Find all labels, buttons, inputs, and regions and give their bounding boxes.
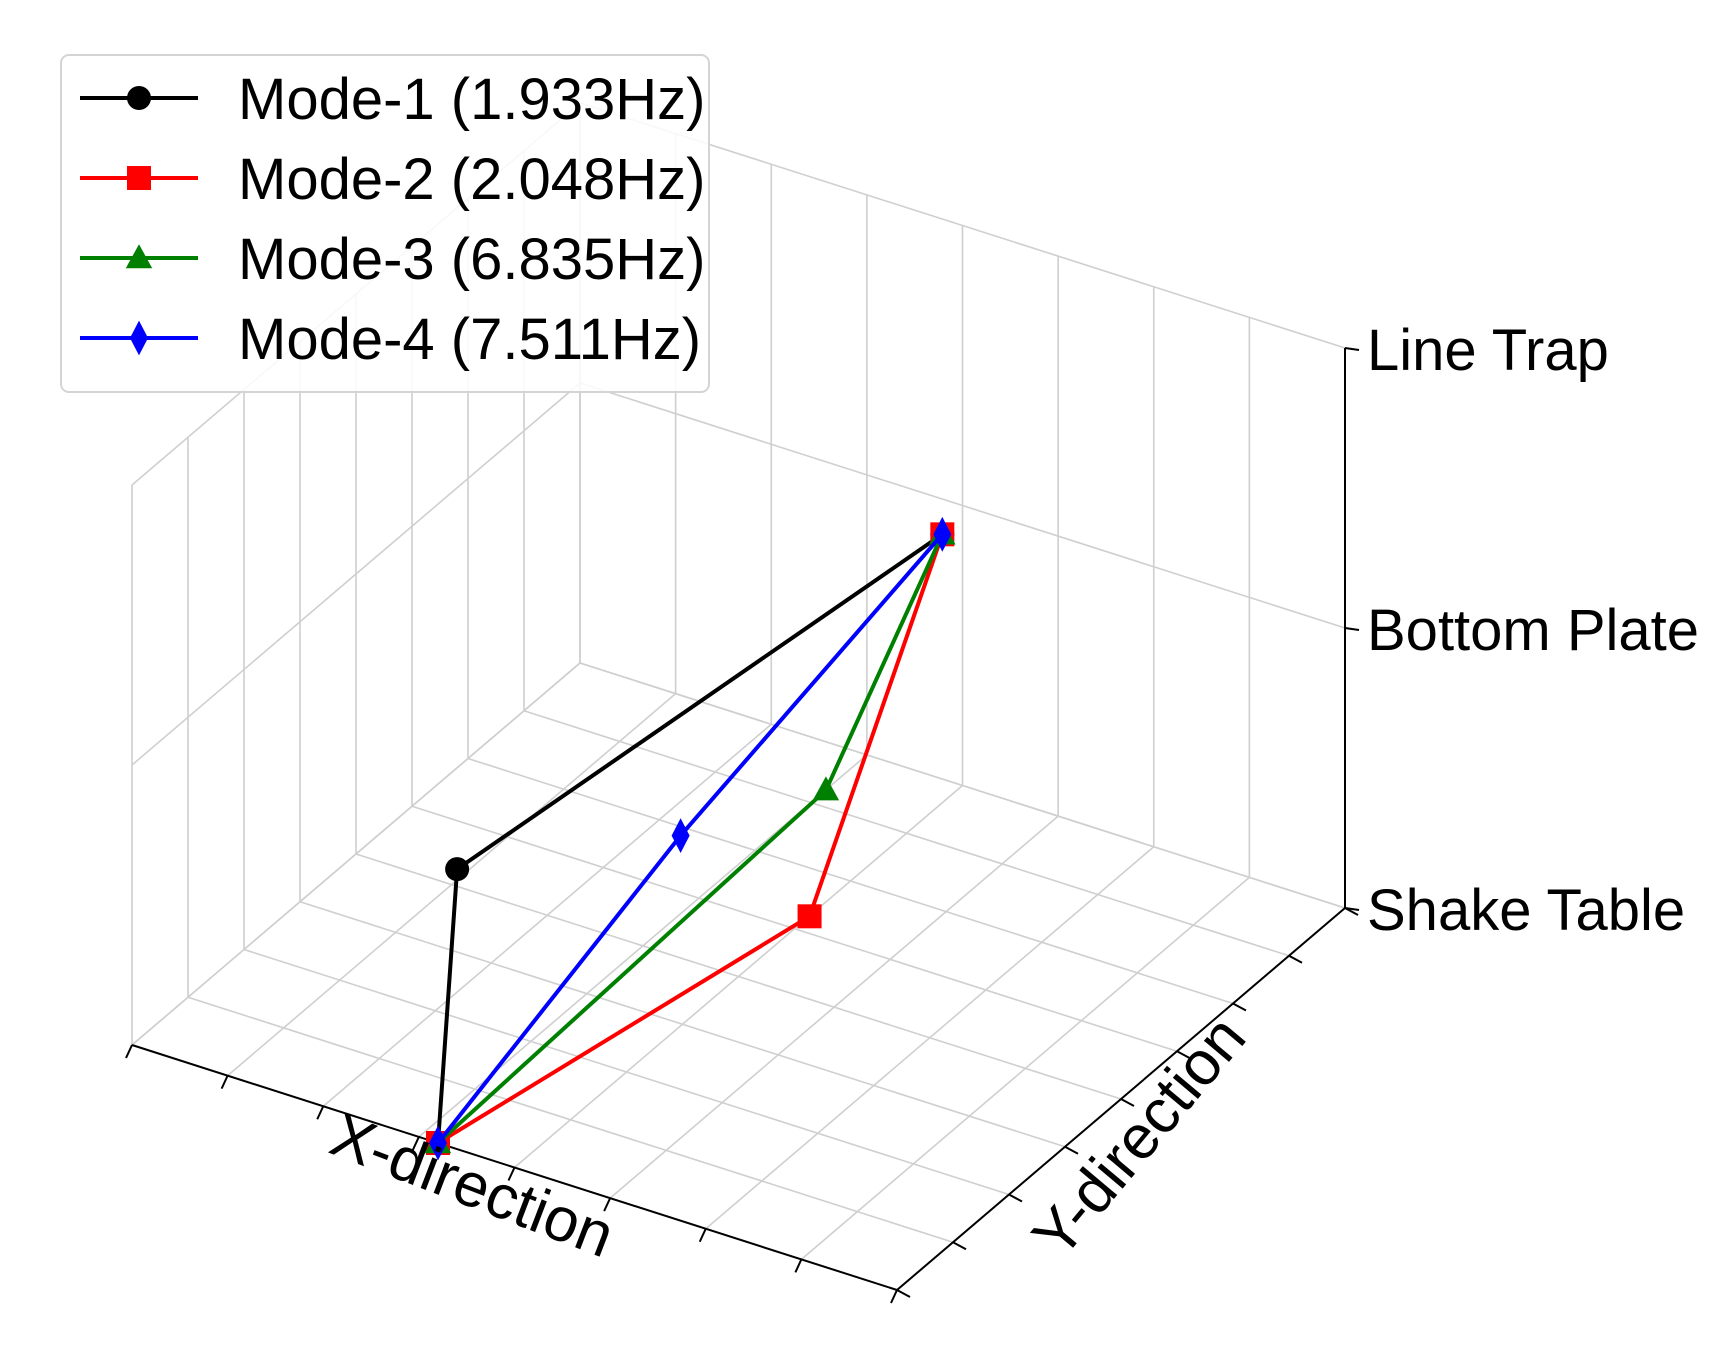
- legend: Mode-1 (1.933Hz) Mode-2 (2.048Hz) Mode-3 (…: [60, 54, 710, 393]
- floor-gridline: [609, 815, 1059, 1199]
- floor-gridline: [411, 805, 1178, 1053]
- diamond-marker: [933, 516, 952, 552]
- x-axis-tick: [603, 1197, 612, 1212]
- z-tick-label: Shake Table: [1367, 878, 1685, 943]
- left-wall-gridline: [131, 662, 581, 1046]
- y-axis-tick: [1288, 954, 1303, 964]
- legend-entry: Mode-4 (7.511Hz): [80, 307, 701, 372]
- y-axis-tick: [1008, 1193, 1023, 1203]
- legend-entry: Mode-1 (1.933Hz): [80, 67, 705, 132]
- diamond-marker: [130, 320, 148, 356]
- floor-gridline: [467, 757, 1234, 1005]
- x-axis-tick: [507, 1167, 516, 1181]
- back-wall-gridline: [579, 382, 1346, 629]
- legend-label: Mode-1 (1.933Hz): [238, 67, 705, 132]
- floor-gridline: [705, 846, 1155, 1230]
- legend-entry: Mode-3 (6.835Hz): [80, 227, 705, 292]
- x-axis-tick: [890, 1289, 898, 1304]
- floor-gridline: [800, 876, 1250, 1260]
- x-axis-tick: [411, 1136, 420, 1151]
- left-wall-gridline: [131, 382, 581, 766]
- axes-layer: Shake Table Bottom Plate Line Trap: [125, 318, 1699, 1304]
- x-axis-tick: [794, 1258, 803, 1273]
- z-axis-tick: [1344, 347, 1360, 351]
- floor-gridline: [355, 853, 1122, 1100]
- y-axis-tick: [1232, 1002, 1247, 1012]
- y-axis-tick: [1120, 1098, 1135, 1107]
- series-mode-4: [429, 516, 952, 1161]
- z-tick-label: Bottom Plate: [1367, 598, 1699, 663]
- legend-label: Mode-4 (7.511Hz): [238, 307, 701, 372]
- square-marker: [797, 904, 822, 929]
- y-axis-tick: [1064, 1145, 1079, 1155]
- x-axis-tick: [698, 1228, 707, 1243]
- legend-label: Mode-2 (2.048Hz): [238, 147, 705, 212]
- y-axis-tick: [952, 1241, 967, 1251]
- x-axis-label: X-direction: [322, 1101, 623, 1272]
- x-axis-tick: [125, 1044, 133, 1059]
- legend-box: [60, 54, 710, 393]
- square-marker: [127, 166, 151, 190]
- z-tick-label: Line Trap: [1367, 318, 1609, 383]
- triangle-marker: [125, 244, 153, 269]
- legend-label: Mode-3 (6.835Hz): [238, 227, 705, 292]
- circle-marker: [445, 857, 470, 882]
- y-axis-tick: [896, 1289, 911, 1298]
- x-axis-tick: [220, 1075, 229, 1090]
- triangle-marker: [812, 776, 840, 801]
- legend-entry: Mode-2 (2.048Hz): [80, 147, 705, 212]
- back-wall-gridline: [579, 662, 1346, 909]
- floor-gridline: [523, 709, 1290, 957]
- x-axis-tick: [316, 1105, 325, 1120]
- z-axis-tick: [1344, 907, 1360, 911]
- y-axis-tick: [1176, 1050, 1191, 1060]
- diamond-marker: [671, 818, 690, 853]
- diamond-marker: [429, 1125, 447, 1161]
- circle-marker: [127, 86, 151, 110]
- z-axis-tick: [1344, 627, 1360, 631]
- series-layer: [424, 516, 956, 1161]
